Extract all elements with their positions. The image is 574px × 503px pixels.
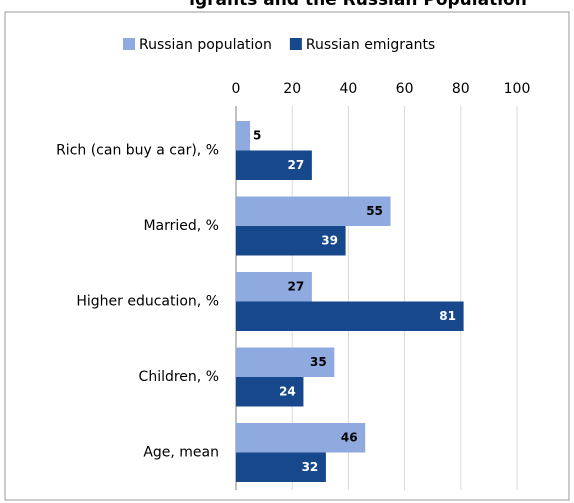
bar — [236, 150, 312, 180]
value-label: 5 — [253, 128, 261, 142]
y-tick-label: Married, % — [143, 218, 219, 234]
x-tick-label: 20 — [283, 81, 301, 97]
bar — [236, 121, 251, 151]
value-label: 39 — [321, 233, 338, 247]
bar — [236, 196, 391, 226]
legend-label: Russian emigrants — [306, 37, 435, 53]
value-label: 27 — [288, 158, 305, 172]
value-label: 32 — [302, 460, 319, 474]
bar — [236, 347, 335, 377]
legend-label: Russian population — [139, 37, 272, 53]
y-tick-label: Age, mean — [143, 445, 219, 461]
bar — [236, 226, 346, 256]
x-tick-label: 60 — [396, 81, 414, 97]
legend-swatch — [289, 38, 302, 50]
chart-title: igrants and the Russian Population — [189, 0, 527, 10]
bar — [236, 377, 304, 407]
value-label: 27 — [288, 279, 305, 293]
legend-swatch — [123, 38, 135, 50]
value-label: 24 — [279, 384, 296, 398]
x-tick-label: 40 — [339, 81, 357, 97]
chart-frame — [4, 11, 570, 501]
bar — [236, 452, 326, 482]
bar — [236, 423, 366, 453]
x-tick-label: 0 — [232, 81, 241, 97]
x-tick-label: 80 — [452, 81, 470, 97]
value-label: 46 — [341, 430, 358, 444]
bar — [236, 272, 312, 302]
y-tick-label: Children, % — [139, 369, 219, 385]
value-label: 55 — [366, 204, 383, 218]
bar — [236, 301, 464, 331]
y-tick-label: Higher education, % — [76, 294, 219, 310]
y-tick-label: Rich (can buy a car), % — [56, 143, 219, 159]
x-tick-label: 100 — [504, 81, 531, 97]
value-label: 35 — [310, 355, 327, 369]
value-label: 81 — [439, 309, 456, 323]
